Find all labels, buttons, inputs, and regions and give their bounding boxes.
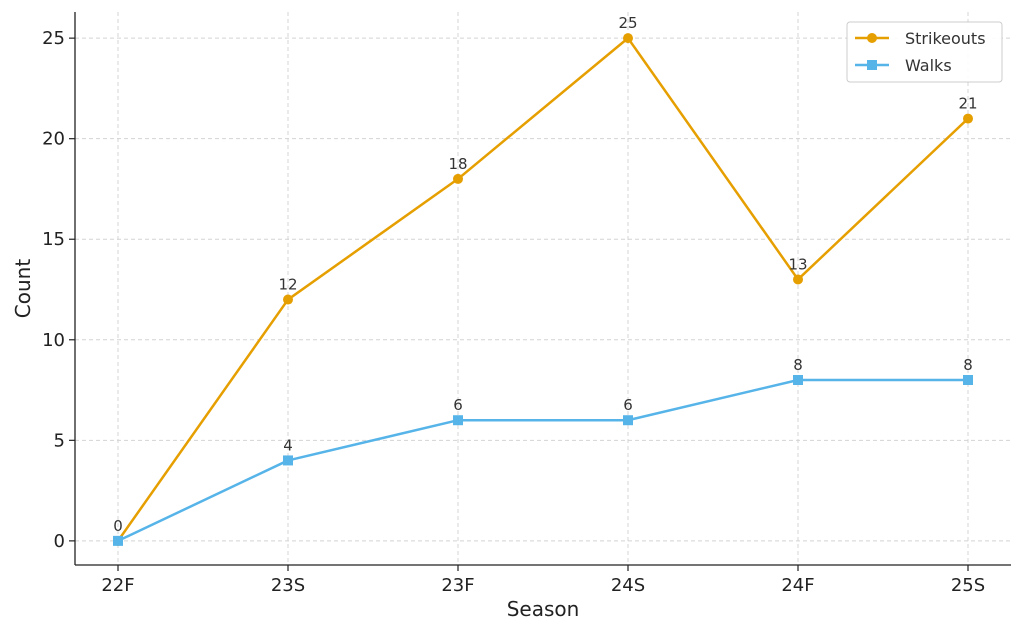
series-group [113,33,973,546]
x-tick-label: 22F [101,575,134,596]
data-label: 0 [113,517,123,535]
legend-label: Walks [905,56,952,75]
x-tick-label: 23F [441,575,474,596]
data-point-strikeouts [793,274,803,285]
axes [74,12,1011,566]
y-axis-ticks: 0 5 10 15 20 25 [42,28,75,552]
x-axis-ticks: 22F 23S 23F 24S 24F 25S [101,565,985,596]
data-label: 8 [963,356,973,374]
data-point-walks [793,374,803,385]
y-tick-label: 15 [42,229,65,250]
legend-marker [867,33,877,43]
data-label: 6 [623,396,633,414]
data-label: 25 [618,14,637,32]
data-label: 6 [453,396,463,414]
series-line-strikeouts [116,36,969,542]
data-point-strikeouts [623,33,633,44]
data-label: 21 [958,95,977,113]
data-label: 4 [283,436,293,454]
data-point-strikeouts [963,113,973,124]
x-axis-title: Season [507,597,580,621]
x-tick-label: 25S [951,575,985,596]
data-point-walks [283,455,293,466]
x-tick-label: 24S [611,575,645,596]
data-point-strikeouts [283,294,293,305]
data-point-walks [623,415,633,426]
data-label: 8 [793,356,803,374]
data-point-walks [963,374,973,385]
data-point-strikeouts [453,173,463,184]
data-label: 12 [278,276,297,294]
data-label: 18 [448,155,467,173]
data-label: 13 [788,255,807,273]
y-axis-title: Count [11,259,35,319]
legend-label: Strikeouts [905,29,986,48]
legend-marker [867,60,877,70]
data-point-walks [453,415,463,426]
data-point-walks [113,535,123,546]
y-tick-label: 0 [54,531,65,552]
grid-lines [75,12,1011,565]
legend: Strikeouts Walks [846,21,1003,83]
x-tick-label: 23S [271,575,305,596]
y-tick-label: 10 [42,330,65,351]
y-tick-label: 20 [42,129,65,150]
y-tick-label: 5 [54,430,65,451]
y-tick-label: 25 [42,28,65,49]
series-line-walks [117,378,968,542]
data-labels: 12 18 25 13 21 0 4 6 6 8 8 [113,14,977,535]
x-tick-label: 24F [781,575,814,596]
